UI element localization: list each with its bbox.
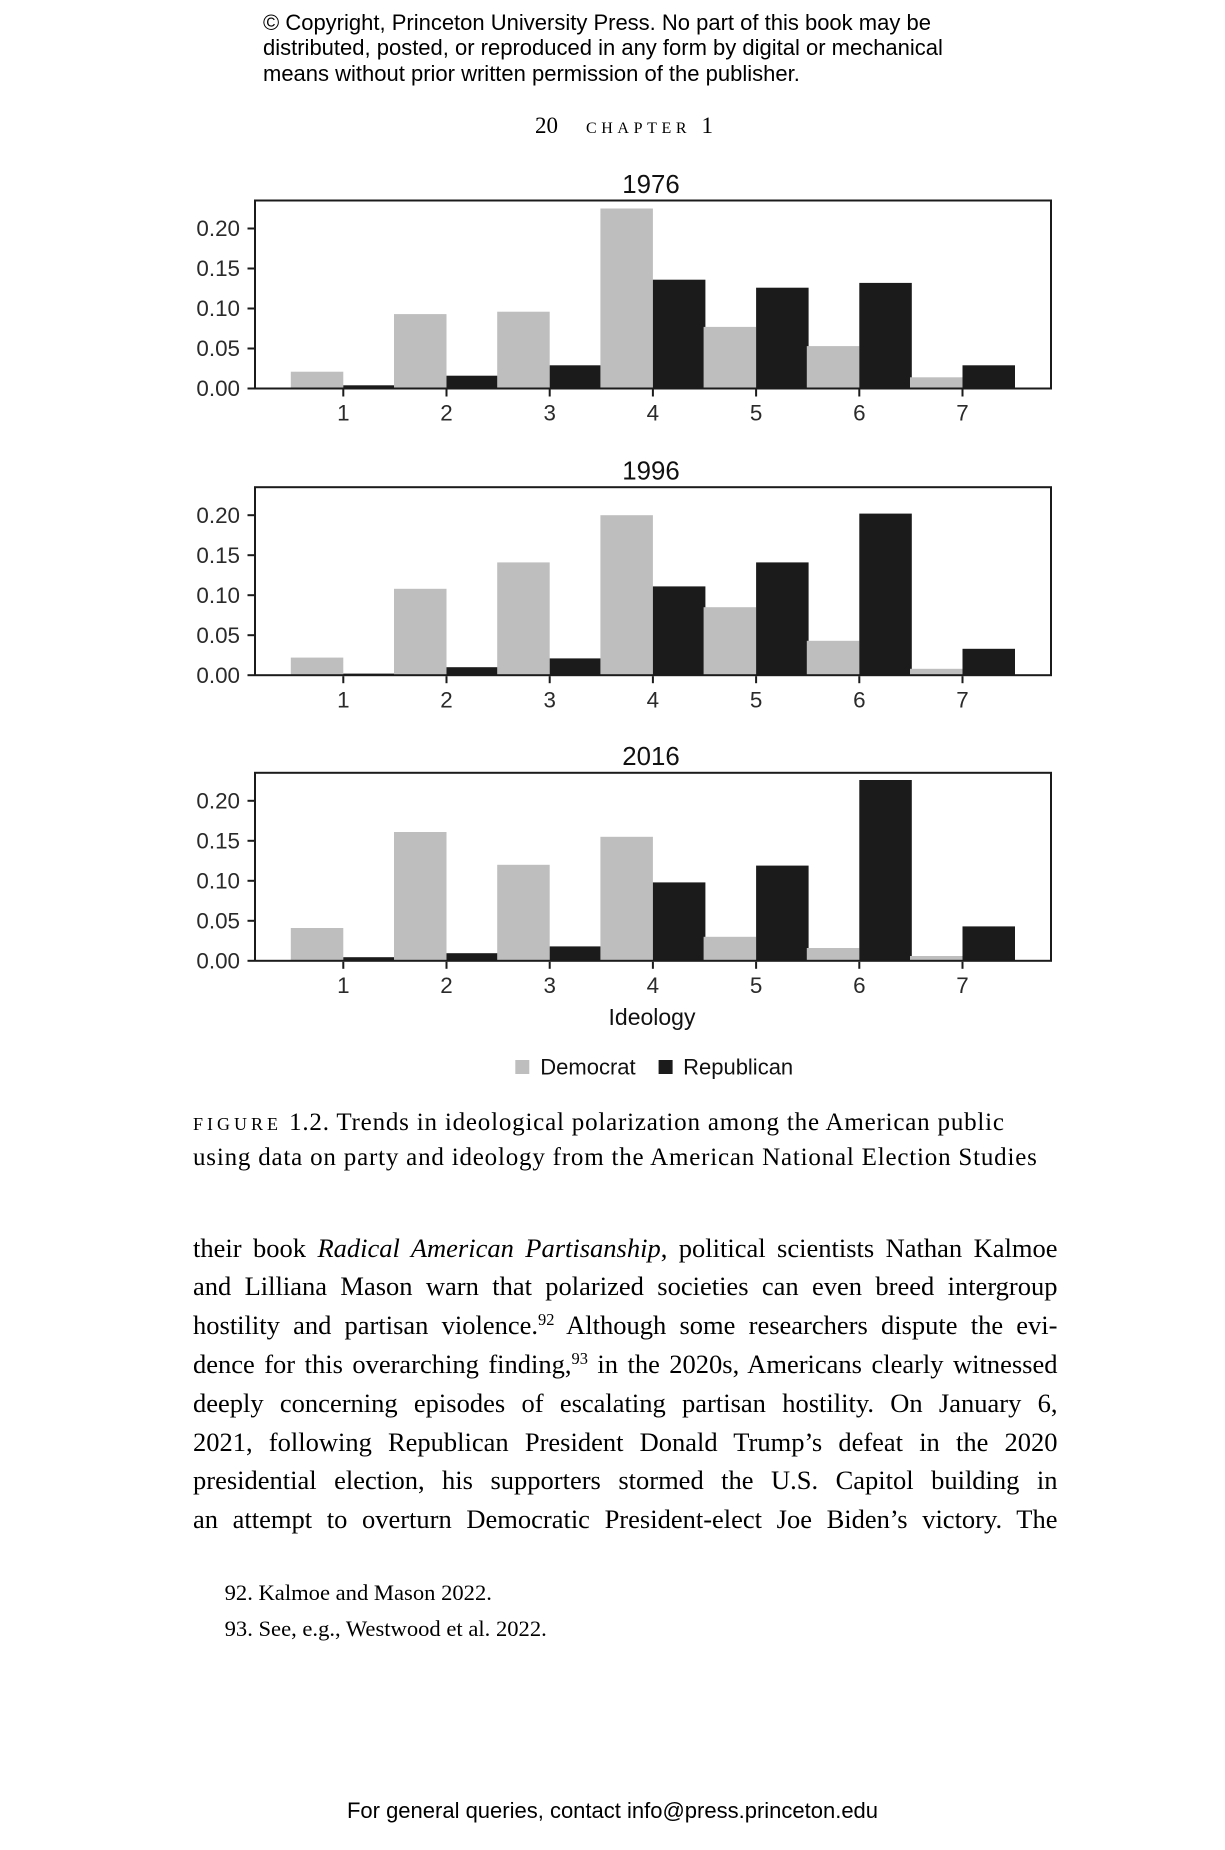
- svg-text:3: 3: [543, 973, 555, 998]
- svg-text:Republican: Republican: [683, 1054, 793, 1079]
- svg-text:7: 7: [956, 401, 968, 426]
- svg-text:0.05: 0.05: [196, 336, 240, 361]
- svg-text:1: 1: [337, 401, 349, 426]
- svg-text:7: 7: [956, 973, 968, 998]
- svg-text:3: 3: [543, 401, 555, 426]
- svg-text:2: 2: [440, 401, 452, 426]
- svg-text:1976: 1976: [622, 171, 679, 199]
- svg-text:0.20: 0.20: [196, 788, 240, 813]
- svg-text:6: 6: [853, 687, 865, 712]
- svg-text:4: 4: [647, 401, 659, 426]
- svg-text:3: 3: [543, 687, 555, 712]
- svg-text:0.15: 0.15: [196, 543, 240, 568]
- svg-text:1996: 1996: [622, 458, 679, 486]
- svg-text:4: 4: [647, 973, 659, 998]
- svg-text:0.05: 0.05: [196, 623, 240, 648]
- svg-text:2016: 2016: [622, 743, 679, 771]
- svg-text:2: 2: [440, 687, 452, 712]
- svg-text:Democrat: Democrat: [540, 1054, 635, 1079]
- svg-text:2: 2: [440, 973, 452, 998]
- svg-text:5: 5: [750, 973, 762, 998]
- svg-text:5: 5: [750, 401, 762, 426]
- svg-text:0.00: 0.00: [196, 663, 240, 688]
- svg-text:5: 5: [750, 687, 762, 712]
- svg-text:0.10: 0.10: [196, 868, 240, 893]
- svg-text:7: 7: [956, 687, 968, 712]
- svg-text:0.00: 0.00: [196, 376, 240, 401]
- svg-text:0.15: 0.15: [196, 828, 240, 853]
- svg-text:6: 6: [853, 973, 865, 998]
- svg-text:6: 6: [853, 401, 865, 426]
- svg-text:1: 1: [337, 687, 349, 712]
- svg-text:0.10: 0.10: [196, 583, 240, 608]
- svg-text:Ideology: Ideology: [609, 1004, 696, 1030]
- svg-text:0.20: 0.20: [196, 503, 240, 528]
- svg-text:0.10: 0.10: [196, 296, 240, 321]
- svg-text:0.00: 0.00: [196, 948, 240, 973]
- svg-text:1: 1: [337, 973, 349, 998]
- svg-text:0.05: 0.05: [196, 908, 240, 933]
- svg-text:0.15: 0.15: [196, 256, 240, 281]
- svg-text:4: 4: [647, 687, 659, 712]
- svg-text:0.20: 0.20: [196, 216, 240, 241]
